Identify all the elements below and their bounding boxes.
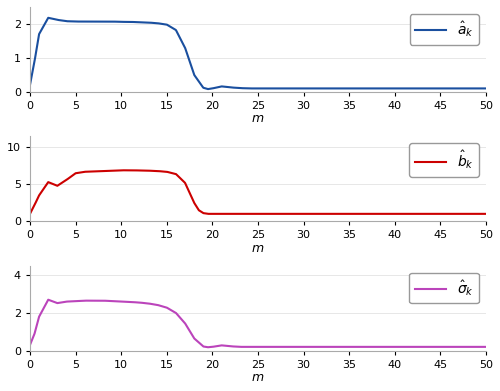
Legend: $\hat{\sigma}_k$: $\hat{\sigma}_k$ xyxy=(410,273,479,303)
Legend: $\hat{a}_k$: $\hat{a}_k$ xyxy=(410,14,479,45)
Legend: $\hat{b}_k$: $\hat{b}_k$ xyxy=(410,143,479,177)
X-axis label: m: m xyxy=(252,371,264,384)
X-axis label: m: m xyxy=(252,112,264,125)
X-axis label: m: m xyxy=(252,242,264,255)
